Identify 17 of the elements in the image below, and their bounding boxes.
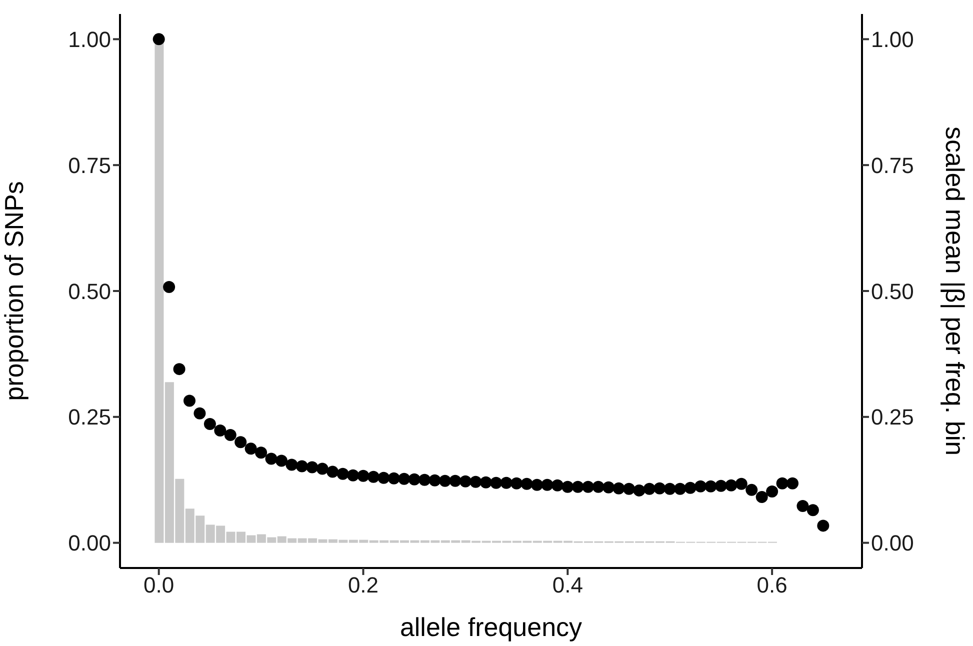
y2-axis-title: scaled mean |β| per freq. bin (940, 126, 970, 456)
x-axis-title: allele frequency (400, 612, 582, 642)
y-tick-label: 0.00 (68, 530, 111, 556)
x-tick-label: 0.2 (348, 572, 379, 598)
x-tick-label: 0.4 (552, 572, 583, 598)
y-axis-title: proportion of SNPs (0, 181, 30, 401)
y2-tick-label: 1.00 (871, 26, 914, 52)
y2-tick-label: 0.50 (871, 278, 914, 304)
x-tick-label: 0.0 (144, 572, 174, 598)
y-tick-label: 0.50 (68, 278, 111, 304)
y2-tick-label: 0.75 (871, 152, 914, 178)
y2-tick-label: 0.00 (871, 530, 914, 556)
y-tick-label: 0.75 (68, 152, 111, 178)
y2-tick-label: 0.25 (871, 404, 914, 430)
y-tick-label: 1.00 (68, 26, 111, 52)
x-tick-label: 0.6 (756, 572, 788, 598)
y-tick-label: 0.25 (68, 404, 111, 430)
